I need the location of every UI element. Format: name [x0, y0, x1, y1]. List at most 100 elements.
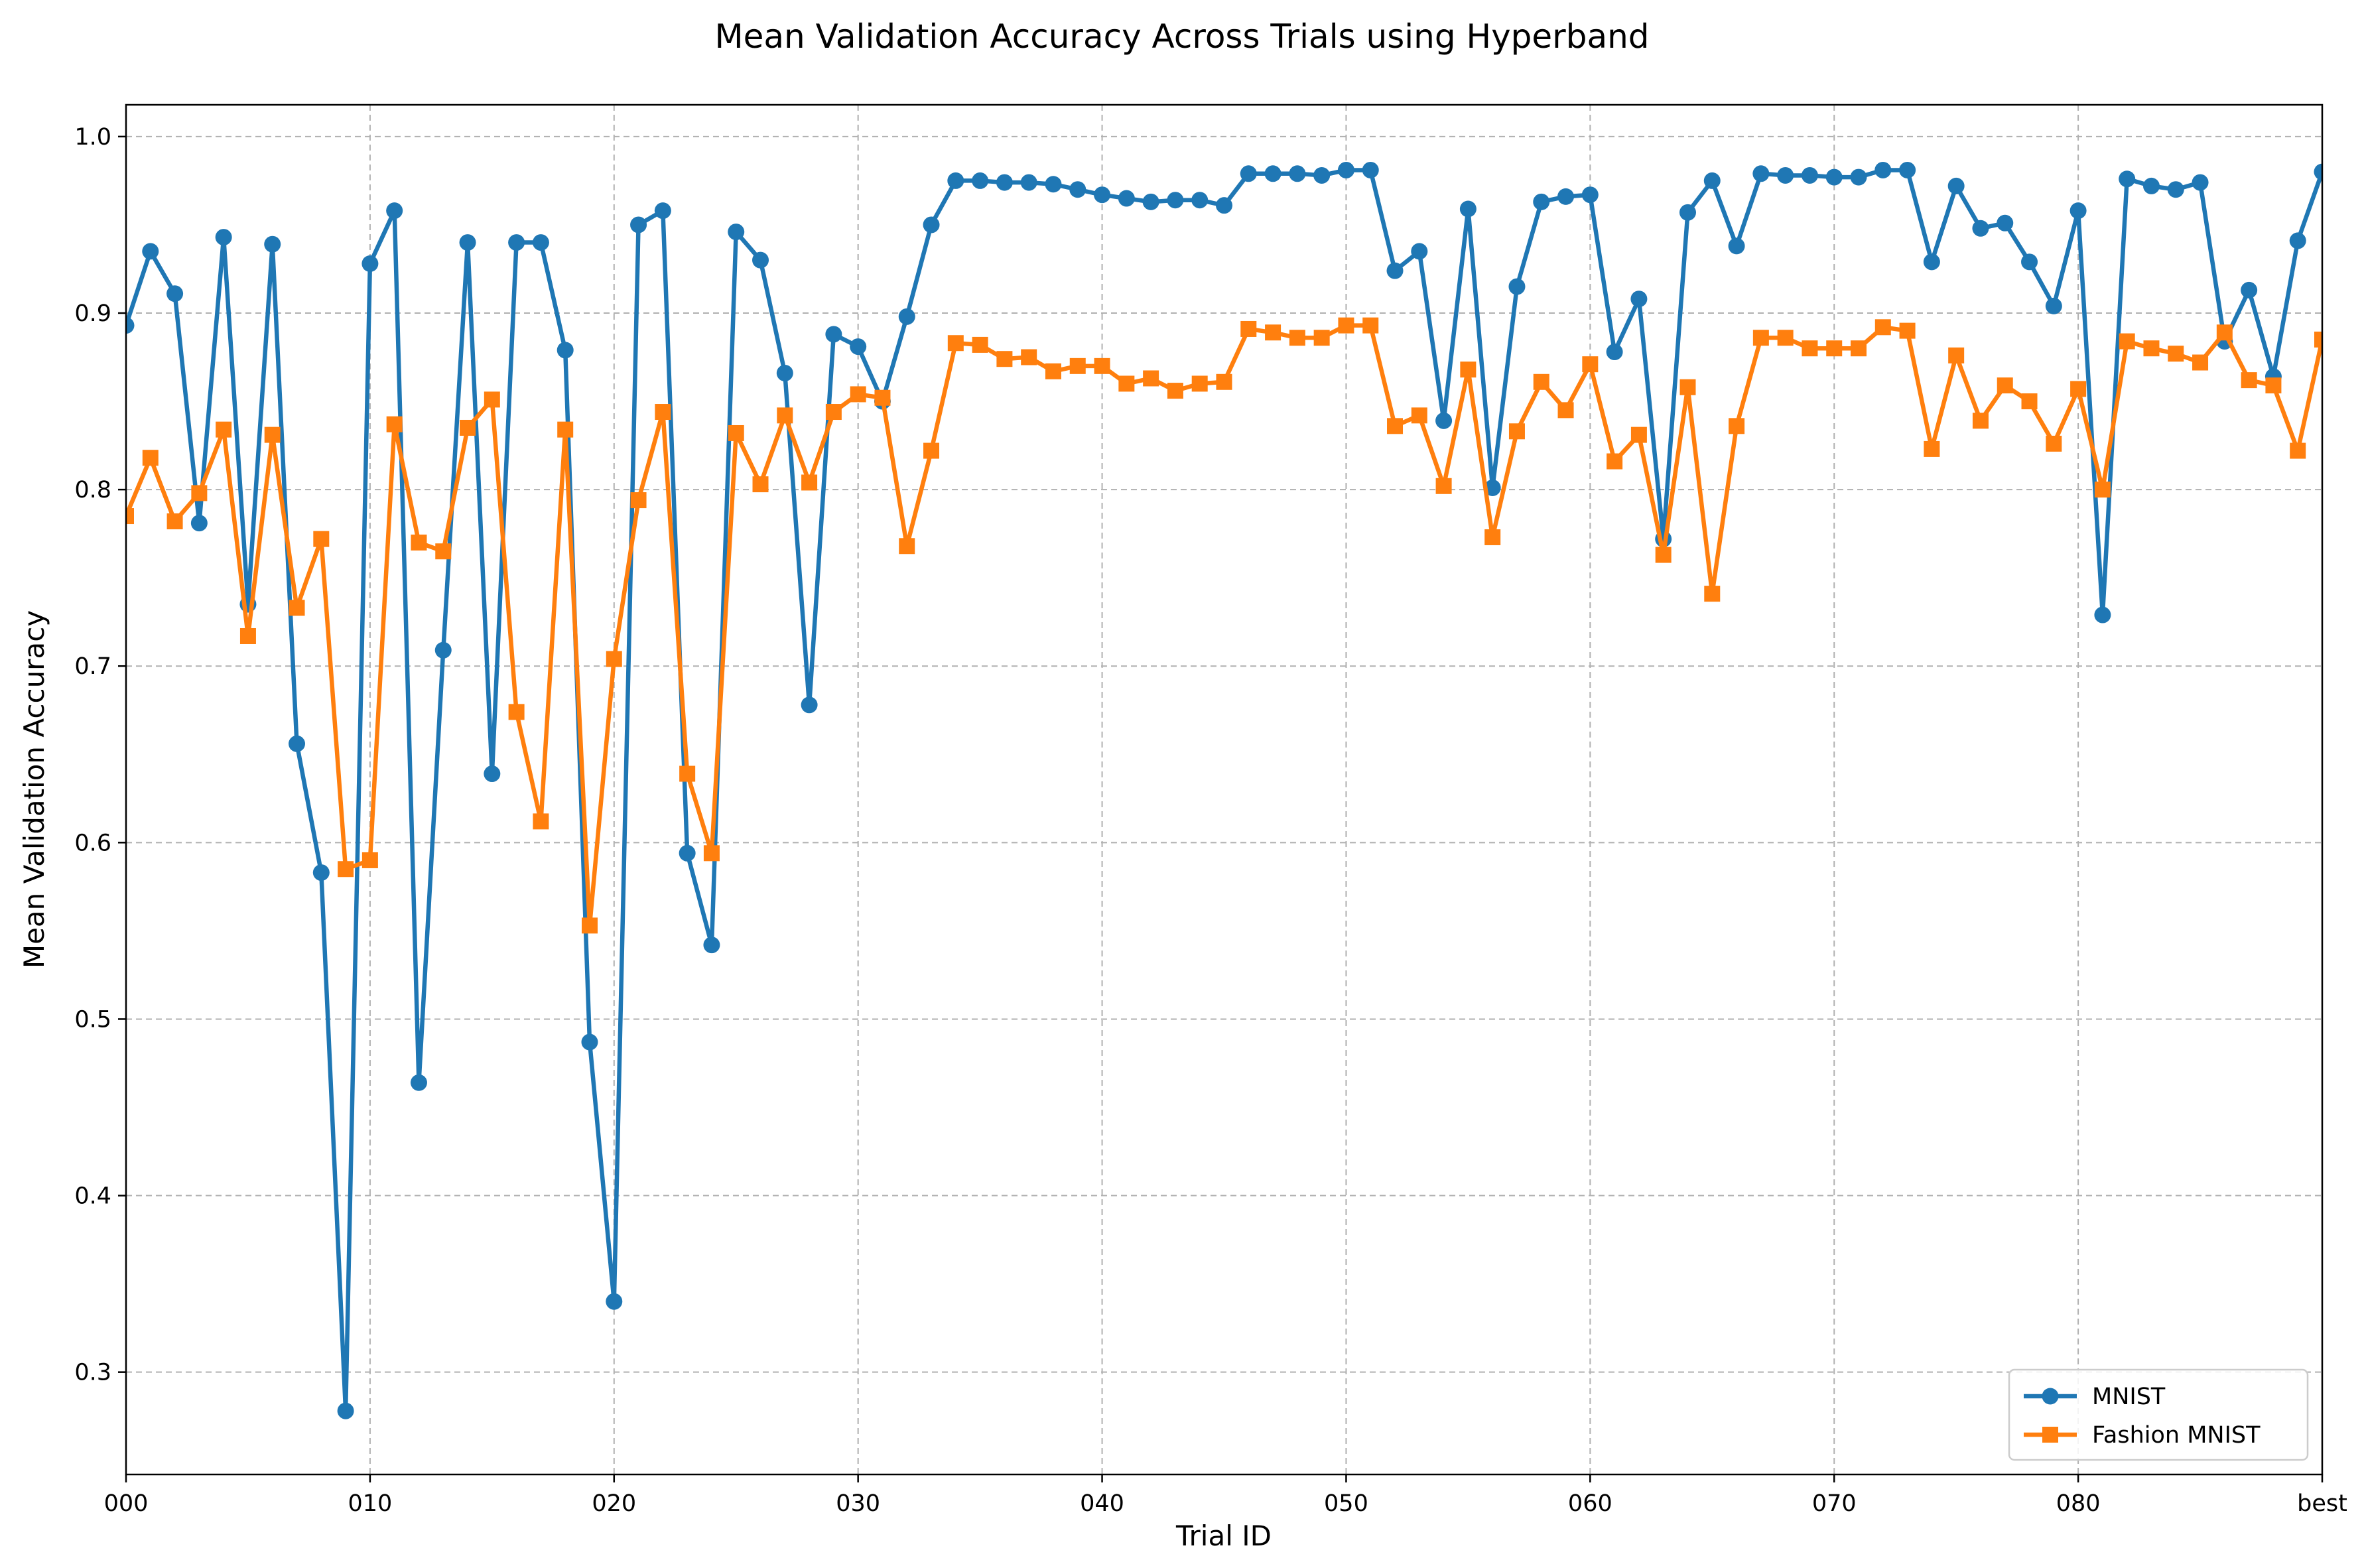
- data-point-fashion-mnist: [777, 407, 793, 424]
- data-point-fashion-mnist: [126, 508, 134, 525]
- data-point-fashion-mnist: [1338, 317, 1354, 334]
- data-point-mnist: [1679, 204, 1696, 221]
- data-point-mnist: [1020, 174, 1037, 191]
- data-point-fashion-mnist: [899, 538, 915, 555]
- x-tick-label: 060: [1568, 1490, 1612, 1517]
- data-point-mnist: [1606, 344, 1623, 361]
- data-point-mnist: [459, 234, 476, 251]
- data-point-fashion-mnist: [533, 813, 549, 830]
- data-point-mnist: [1484, 479, 1501, 496]
- data-point-mnist: [1118, 190, 1135, 207]
- data-point-mnist: [2119, 170, 2136, 188]
- x-axis-label: Trial ID: [1175, 1520, 1272, 1552]
- data-point-fashion-mnist: [289, 600, 305, 616]
- data-point-fashion-mnist: [1240, 320, 1257, 337]
- series-fashion-mnist: [126, 317, 2322, 934]
- data-point-fashion-mnist: [2021, 393, 2038, 410]
- data-point-fashion-mnist: [1411, 407, 1427, 424]
- data-point-fashion-mnist: [581, 917, 598, 934]
- data-point-fashion-mnist: [1557, 402, 1574, 419]
- data-point-fashion-mnist: [850, 386, 866, 403]
- data-point-mnist: [410, 1074, 427, 1091]
- data-point-fashion-mnist: [2094, 482, 2111, 498]
- data-point-fashion-mnist: [2070, 381, 2087, 397]
- data-point-fashion-mnist: [1362, 317, 1379, 334]
- data-point-mnist: [1850, 168, 1867, 186]
- x-tick-label: 080: [2056, 1490, 2101, 1517]
- data-point-fashion-mnist: [435, 543, 452, 560]
- data-point-fashion-mnist: [1777, 330, 1794, 346]
- data-point-fashion-mnist: [1216, 373, 1232, 390]
- legend-item-mnist: MNIST: [2024, 1384, 2166, 1410]
- data-point-mnist: [2069, 202, 2087, 220]
- y-axis-label: Mean Validation Accuracy: [18, 610, 50, 968]
- data-point-mnist: [1899, 161, 1916, 178]
- data-point-fashion-mnist: [1924, 440, 1940, 457]
- data-point-fashion-mnist: [1387, 418, 1404, 434]
- data-point-fashion-mnist: [166, 513, 183, 530]
- data-point-fashion-mnist: [142, 450, 159, 466]
- data-point-mnist: [630, 216, 647, 233]
- data-point-mnist: [337, 1402, 354, 1419]
- data-point-mnist: [1191, 192, 1209, 209]
- data-point-mnist: [142, 243, 159, 260]
- data-point-mnist: [654, 202, 671, 220]
- y-tick-label: 0.8: [74, 477, 111, 503]
- data-point-mnist: [264, 235, 281, 253]
- data-point-mnist: [1801, 166, 1818, 184]
- data-point-mnist: [825, 326, 842, 343]
- data-point-mnist: [1264, 165, 1281, 182]
- data-point-fashion-mnist: [1704, 586, 1721, 602]
- data-point-mnist: [1777, 166, 1794, 184]
- data-point-mnist: [1533, 193, 1550, 210]
- data-point-mnist: [581, 1033, 598, 1051]
- data-point-mnist: [1167, 192, 1184, 209]
- x-tick-label: 010: [348, 1490, 392, 1517]
- data-point-fashion-mnist: [1948, 347, 1965, 363]
- data-point-mnist: [2021, 253, 2038, 271]
- data-point-fashion-mnist: [630, 492, 647, 509]
- data-point-fashion-mnist: [1802, 340, 1818, 357]
- legend-label: MNIST: [2092, 1384, 2166, 1410]
- data-point-mnist: [1142, 193, 1159, 210]
- data-point-fashion-mnist: [239, 627, 256, 644]
- legend: MNIST Fashion MNIST: [2008, 1368, 2309, 1461]
- data-point-mnist: [947, 172, 964, 189]
- data-point-mnist: [2094, 606, 2111, 623]
- data-point-fashion-mnist: [1435, 478, 1452, 494]
- data-point-mnist: [776, 364, 793, 381]
- data-point-fashion-mnist: [1289, 330, 1305, 346]
- data-point-fashion-mnist: [1533, 373, 1549, 390]
- data-point-fashion-mnist: [1484, 529, 1501, 545]
- data-point-mnist: [1630, 291, 1648, 308]
- legend-marker: [2042, 1388, 2059, 1405]
- data-point-mnist: [190, 515, 208, 532]
- legend-box: [2008, 1368, 2309, 1461]
- data-point-fashion-mnist: [191, 485, 208, 501]
- data-point-mnist: [1069, 181, 1086, 198]
- data-point-mnist: [484, 765, 501, 783]
- data-point-fashion-mnist: [2265, 377, 2282, 394]
- data-point-fashion-mnist: [996, 351, 1013, 367]
- data-point-fashion-mnist: [411, 534, 427, 551]
- data-point-fashion-mnist: [313, 531, 330, 547]
- data-point-mnist: [1752, 165, 1770, 182]
- data-point-mnist: [434, 641, 452, 659]
- data-point-fashion-mnist: [1899, 322, 1916, 339]
- data-point-fashion-mnist: [1874, 319, 1891, 336]
- data-point-mnist: [2241, 281, 2258, 298]
- data-point-fashion-mnist: [801, 474, 818, 491]
- data-point-mnist: [1045, 176, 1062, 193]
- data-point-mnist: [606, 1293, 623, 1310]
- data-point-fashion-mnist: [1313, 330, 1330, 346]
- data-point-fashion-mnist: [264, 426, 281, 443]
- data-point-mnist: [2167, 181, 2184, 198]
- data-point-fashion-mnist: [216, 421, 232, 438]
- y-tick-label: 0.9: [74, 300, 111, 327]
- data-point-fashion-mnist: [703, 845, 720, 862]
- data-point-fashion-mnist: [338, 861, 354, 878]
- data-point-fashion-mnist: [1630, 426, 1647, 443]
- data-point-fashion-mnist: [1069, 358, 1086, 374]
- data-point-fashion-mnist: [2046, 435, 2062, 452]
